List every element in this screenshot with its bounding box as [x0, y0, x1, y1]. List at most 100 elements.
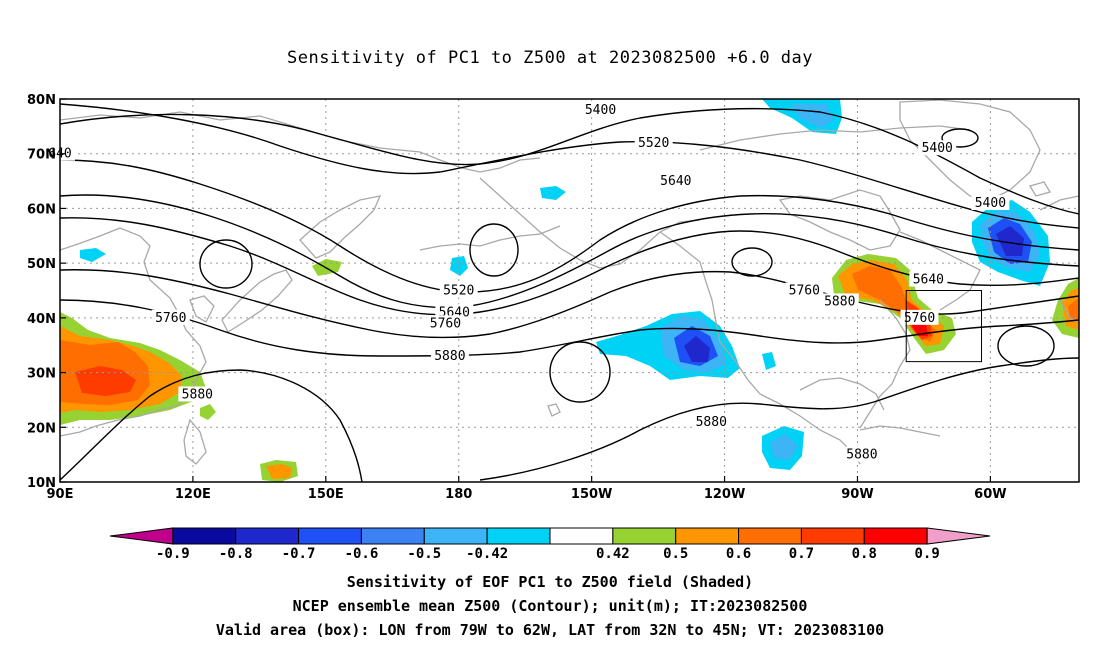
colorbar-label: -0.7 — [282, 546, 316, 562]
shade-cyan-small3 — [80, 248, 106, 262]
colorbar-swatch — [863, 527, 928, 545]
colorbar-label: 0.9 — [914, 546, 939, 562]
colorbar-right-arrow — [926, 527, 991, 545]
shade-blue-carib — [770, 434, 798, 460]
contour-label-bg — [581, 101, 620, 117]
lon-label: 120E — [175, 487, 211, 502]
contour-label-bg — [430, 348, 469, 364]
contour-label: 5400 — [975, 196, 1006, 211]
contour-5400-north — [60, 107, 1079, 215]
lon-label: 150W — [571, 487, 612, 502]
coast-alaska — [479, 177, 701, 269]
lat-label: 40N — [27, 312, 56, 327]
colorbar-label: 0.8 — [852, 546, 877, 562]
shade-asia-red — [75, 366, 136, 396]
contour-label: 5880 — [182, 387, 213, 402]
lat-label: 80N — [27, 93, 56, 108]
coast-canada-north — [699, 125, 971, 151]
contour-label-bg — [692, 413, 731, 429]
contour-label: 5520 — [443, 284, 474, 299]
coast-aleutian — [419, 225, 561, 251]
contour-low-alaska — [469, 223, 519, 277]
lat-label: 20N — [27, 421, 56, 436]
contour-label: 5400 — [922, 141, 953, 156]
lon-label: 60W — [974, 487, 1006, 502]
coast-island — [1029, 181, 1051, 197]
shade-cyan-mex — [762, 352, 776, 370]
contour-label-bg — [820, 293, 859, 309]
coast-carib — [859, 425, 941, 437]
colorbar-label: -0.9 — [156, 546, 190, 562]
footer-line-2: NCEP ensemble mean Z500 (Contour); unit(… — [292, 597, 808, 615]
contour-high-pac — [549, 341, 611, 403]
coast-labrador — [899, 231, 981, 311]
contour-low-ne — [941, 128, 979, 148]
contour-label-bg — [439, 282, 478, 298]
colorbar-swatch — [172, 527, 237, 545]
contour-label: 5880 — [846, 448, 877, 463]
coast-gulf — [799, 377, 885, 411]
colorbar-swatch — [612, 527, 677, 545]
colorbar-swatch — [298, 527, 362, 545]
contour-low-mid — [731, 247, 773, 277]
contour-5400-ne — [60, 103, 1079, 229]
shade-cyan-small2 — [540, 186, 566, 200]
colorbar-label: -0.6 — [345, 546, 379, 562]
shade-pacific-orange — [266, 464, 292, 479]
lat-label: 10N — [27, 476, 56, 491]
colorbar-label: 0.6 — [726, 546, 751, 562]
contour-label-bg — [426, 315, 465, 331]
contour-5880-sw — [60, 369, 363, 482]
colorbar-label: -0.5 — [407, 546, 441, 562]
lon-label: 180 — [445, 487, 472, 502]
contour-5520-a — [60, 159, 1079, 293]
coast-kamchatka — [299, 195, 382, 259]
colorbar-swatch — [738, 527, 802, 545]
coast-hudson — [778, 189, 901, 251]
coast-siberia — [60, 111, 541, 173]
colorbar-swatch — [675, 527, 740, 545]
colorbar-swatch — [800, 527, 865, 545]
lat-label: 60N — [27, 202, 56, 217]
colorbar-label: -0.8 — [219, 546, 253, 562]
contour-label-bg — [909, 271, 948, 287]
shade-cyan-small1 — [450, 256, 468, 276]
coast-us-east — [859, 299, 911, 429]
contour-label-bg — [971, 194, 1010, 210]
contour-label: 5400 — [585, 103, 616, 118]
contour-label-bg — [900, 309, 939, 325]
colorbar-swatch — [423, 527, 488, 545]
contour-low-pac — [199, 239, 253, 289]
contour-label: 5760 — [430, 316, 461, 331]
shade-sea-small — [200, 404, 216, 420]
coast-korea — [189, 295, 215, 323]
contour-label-bg — [918, 140, 957, 156]
shade-atl-dark — [996, 226, 1024, 256]
contour-label: 5880 — [824, 294, 855, 309]
coast-europe — [1039, 195, 1079, 211]
plot-title: Sensitivity of PC1 to Z500 at 2023082500… — [286, 48, 813, 68]
contour-label-bg — [785, 282, 824, 298]
contour-label: 5520 — [638, 136, 669, 151]
lon-label: 150E — [308, 487, 344, 502]
contour-label: 5640 — [660, 174, 691, 189]
colorbar-swatch — [360, 527, 425, 545]
coast-japan — [221, 269, 293, 333]
contour-5880-south — [479, 357, 1079, 481]
contour-label: 5880 — [696, 415, 727, 430]
coast-philippines — [183, 418, 207, 465]
contour-label-bg — [842, 446, 881, 462]
coast-asia-east — [60, 227, 207, 437]
contour-label: 5640 — [913, 273, 944, 288]
shade-pac-dark — [684, 336, 710, 362]
contour-5640 — [60, 217, 1079, 316]
contour-label: 5760 — [789, 284, 820, 299]
colorbar: -0.9 -0.8 -0.7 -0.6 -0.5 -0.42 0.42 0.5 0.6 0.7 0.… — [109, 527, 991, 562]
colorbar-swatch — [235, 527, 300, 545]
lat-lon-grid — [60, 99, 1079, 482]
colorbar-label: -0.42 — [466, 546, 508, 562]
colorbar-left-arrow — [109, 527, 174, 545]
contour-label: 5760 — [155, 311, 186, 326]
